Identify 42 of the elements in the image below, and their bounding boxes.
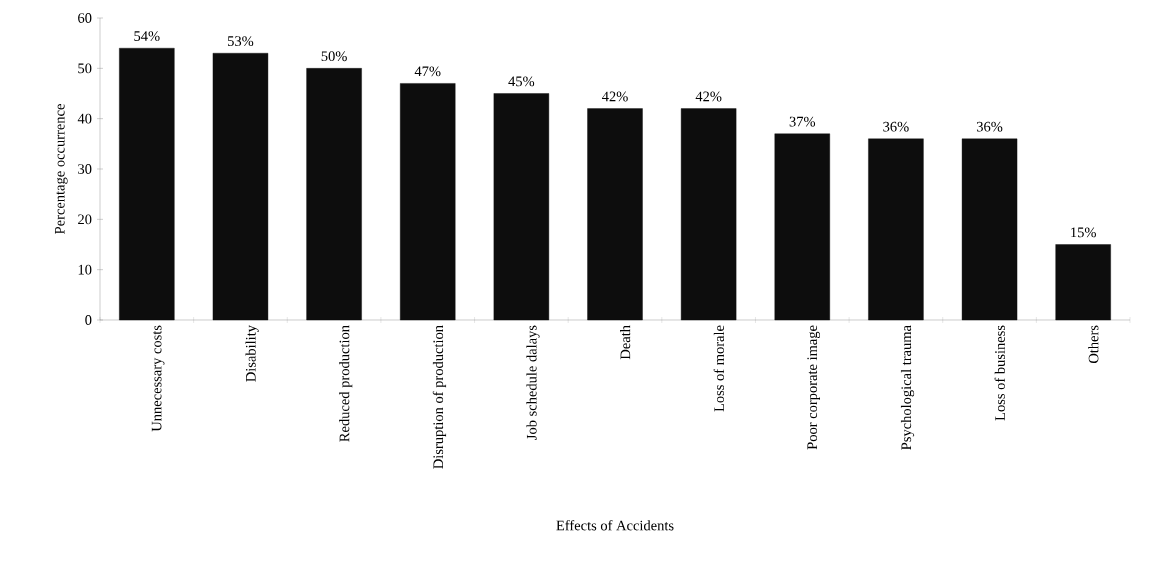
- data-label: 15%: [1071, 227, 1096, 238]
- bar: [119, 48, 175, 321]
- y-axis-title: Percentage occurrence: [54, 104, 68, 234]
- y-tick-label: 40: [77, 113, 92, 124]
- data-label: 36%: [883, 121, 909, 132]
- data-label: 53%: [228, 36, 254, 47]
- data-label: 45%: [508, 76, 535, 87]
- data-label: 50%: [321, 51, 347, 62]
- y-tick-label: 0: [85, 315, 92, 325]
- bar: [1055, 244, 1111, 321]
- x-tick-label: Loss of business: [994, 325, 1005, 421]
- data-label: 42%: [695, 91, 722, 102]
- bar: [306, 68, 362, 321]
- data-label: 36%: [976, 121, 1003, 132]
- bar: [961, 138, 1018, 321]
- bar: [400, 83, 456, 321]
- bar: [680, 108, 737, 321]
- data-label: 42%: [601, 91, 628, 102]
- bar: [868, 138, 924, 321]
- data-label: 37%: [789, 116, 816, 127]
- x-tick-label: Disability: [245, 325, 259, 382]
- x-tick-label: Disruption of production: [432, 325, 447, 469]
- y-tick-label: 30: [78, 164, 92, 174]
- x-tick-label: Unnecessary costs: [151, 325, 165, 432]
- x-axis-title: Effects of Accidents: [556, 520, 674, 531]
- y-tick-label: 50: [78, 63, 92, 74]
- y-tick-label: 10: [78, 264, 92, 275]
- y-tick-label: 20: [78, 214, 92, 225]
- x-tick-label: Poor corporate image: [807, 325, 821, 450]
- x-tick-label: Others: [1088, 325, 1099, 364]
- x-tick-label: Death: [620, 325, 631, 360]
- bar: [774, 133, 830, 321]
- x-tick-label: Loss of morale: [713, 325, 725, 412]
- x-tick-label: Reduced production: [339, 325, 353, 442]
- bar: [587, 108, 643, 321]
- x-tick-label: Psychological trauma: [900, 325, 915, 450]
- x-tick-label: Job schedule dalays: [526, 325, 540, 440]
- data-label: 47%: [414, 66, 441, 77]
- y-tick-label: 60: [78, 13, 92, 23]
- data-label: 54%: [134, 31, 160, 41]
- bar: [493, 93, 550, 321]
- bar: [212, 53, 269, 321]
